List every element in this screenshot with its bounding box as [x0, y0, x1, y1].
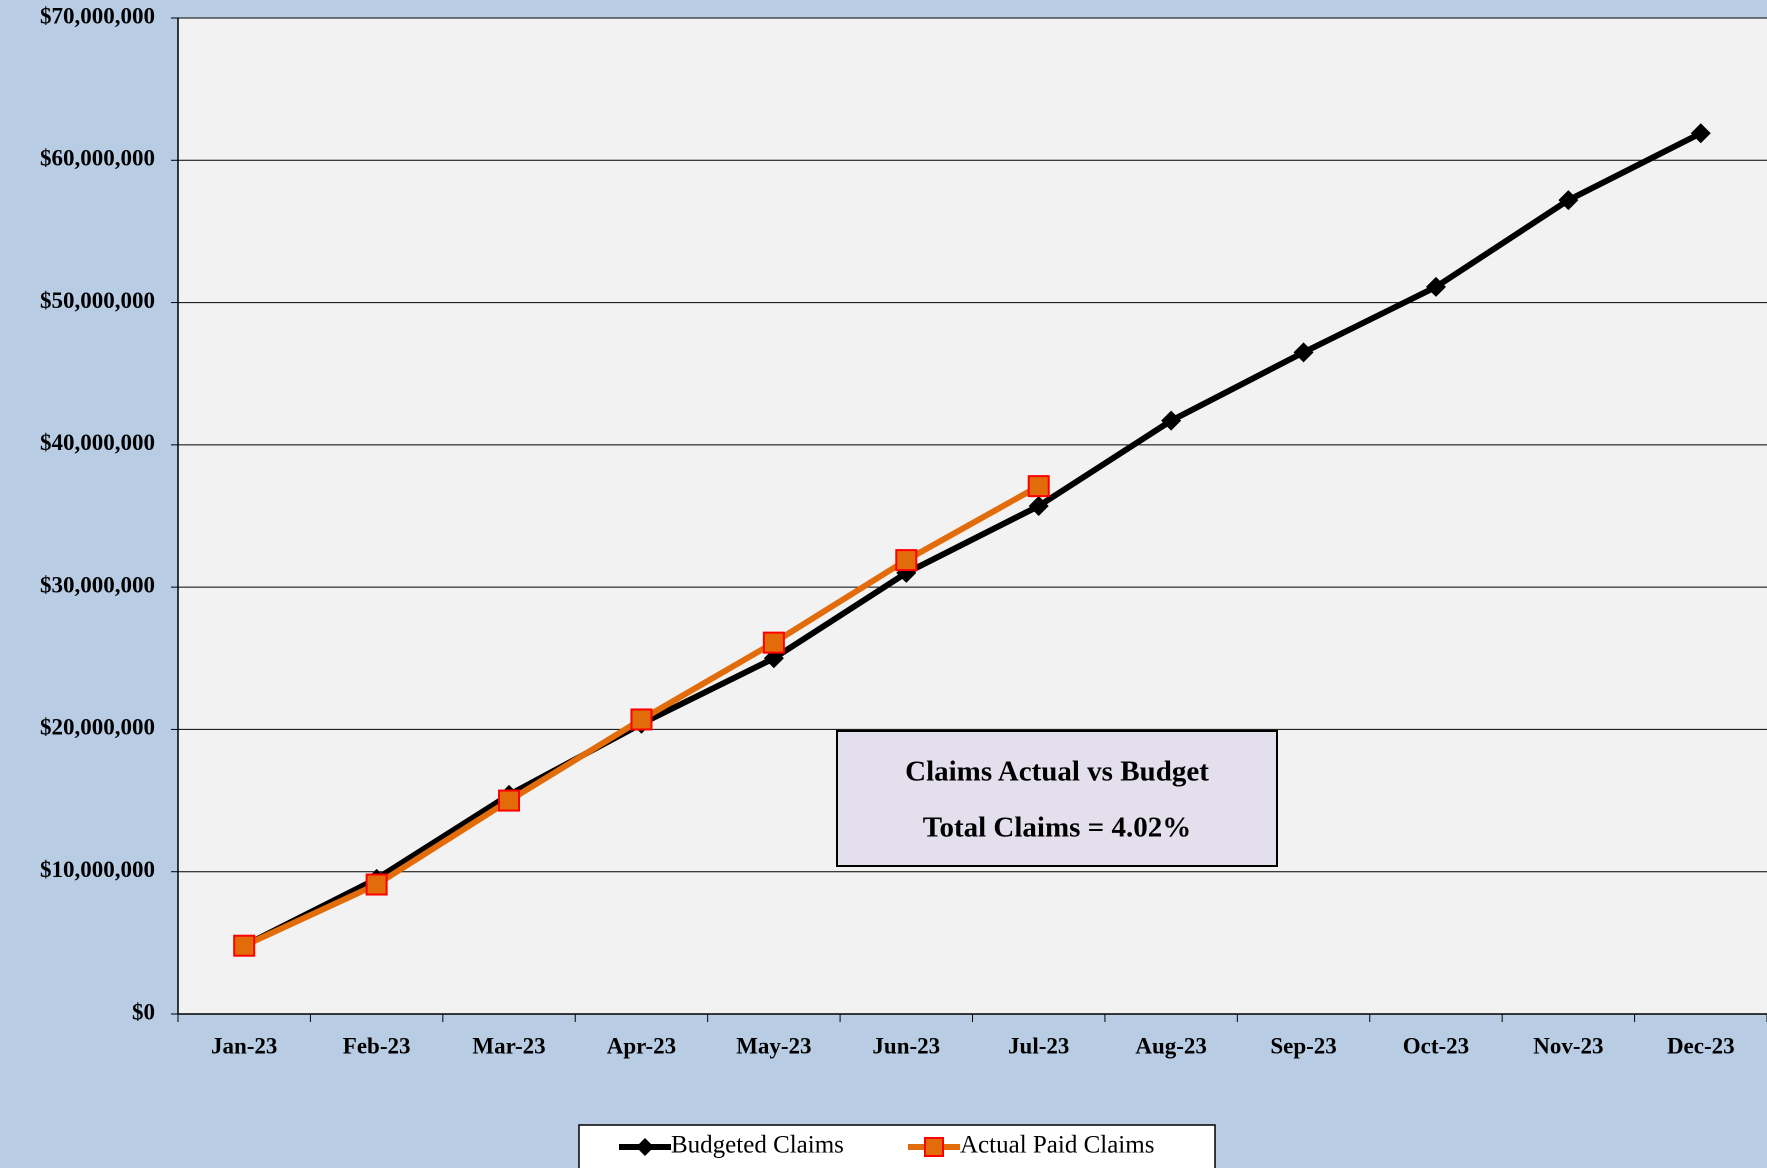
x-tick-label: Mar-23 — [472, 1033, 545, 1058]
data-point — [498, 789, 521, 812]
y-tick-label: $20,000,000 — [40, 715, 155, 740]
y-tick-label: $40,000,000 — [40, 430, 155, 455]
x-tick-label: Sep-23 — [1270, 1033, 1336, 1058]
y-tick-label: $10,000,000 — [40, 857, 155, 882]
y-tick-label: $30,000,000 — [40, 572, 155, 597]
data-point — [1425, 276, 1446, 297]
data-point — [1028, 496, 1049, 517]
annotation-text: Total Claims = 4.02% — [923, 812, 1191, 844]
x-tick-label: Oct-23 — [1403, 1033, 1469, 1058]
series-line — [242, 130, 1703, 949]
y-tick-label: $0 — [132, 999, 155, 1024]
legend-marker — [924, 1137, 944, 1157]
data-point — [630, 708, 653, 731]
data-point — [1558, 190, 1579, 211]
data-point — [1690, 123, 1711, 144]
x-tick-label: Jul-23 — [1008, 1033, 1069, 1058]
x-tick-label: Dec-23 — [1667, 1033, 1735, 1058]
legend-marker — [636, 1138, 654, 1156]
x-tick-label: Apr-23 — [607, 1033, 676, 1058]
data-point — [233, 934, 256, 957]
y-tick-label: $50,000,000 — [40, 288, 155, 313]
x-tick-label: Aug-23 — [1135, 1033, 1207, 1058]
annotation-box — [836, 730, 1278, 867]
y-tick-label: $70,000,000 — [40, 3, 155, 28]
legend-label: Budgeted Claims — [671, 1132, 844, 1159]
x-tick-label: Nov-23 — [1533, 1033, 1603, 1058]
x-tick-label: Jun-23 — [872, 1033, 940, 1058]
x-tick-label: Jan-23 — [211, 1033, 277, 1058]
legend-box — [578, 1124, 1216, 1168]
y-tick-label: $60,000,000 — [40, 146, 155, 171]
data-point — [762, 631, 785, 654]
data-point — [895, 549, 918, 572]
data-point — [1027, 475, 1050, 498]
x-tick-label: May-23 — [736, 1033, 811, 1058]
data-point — [365, 873, 388, 896]
data-point — [1161, 410, 1182, 431]
annotation-text: Claims Actual vs Budget — [905, 756, 1209, 788]
data-point — [1293, 342, 1314, 363]
x-tick-label: Feb-23 — [343, 1033, 411, 1058]
legend-label: Actual Paid Claims — [960, 1132, 1154, 1159]
